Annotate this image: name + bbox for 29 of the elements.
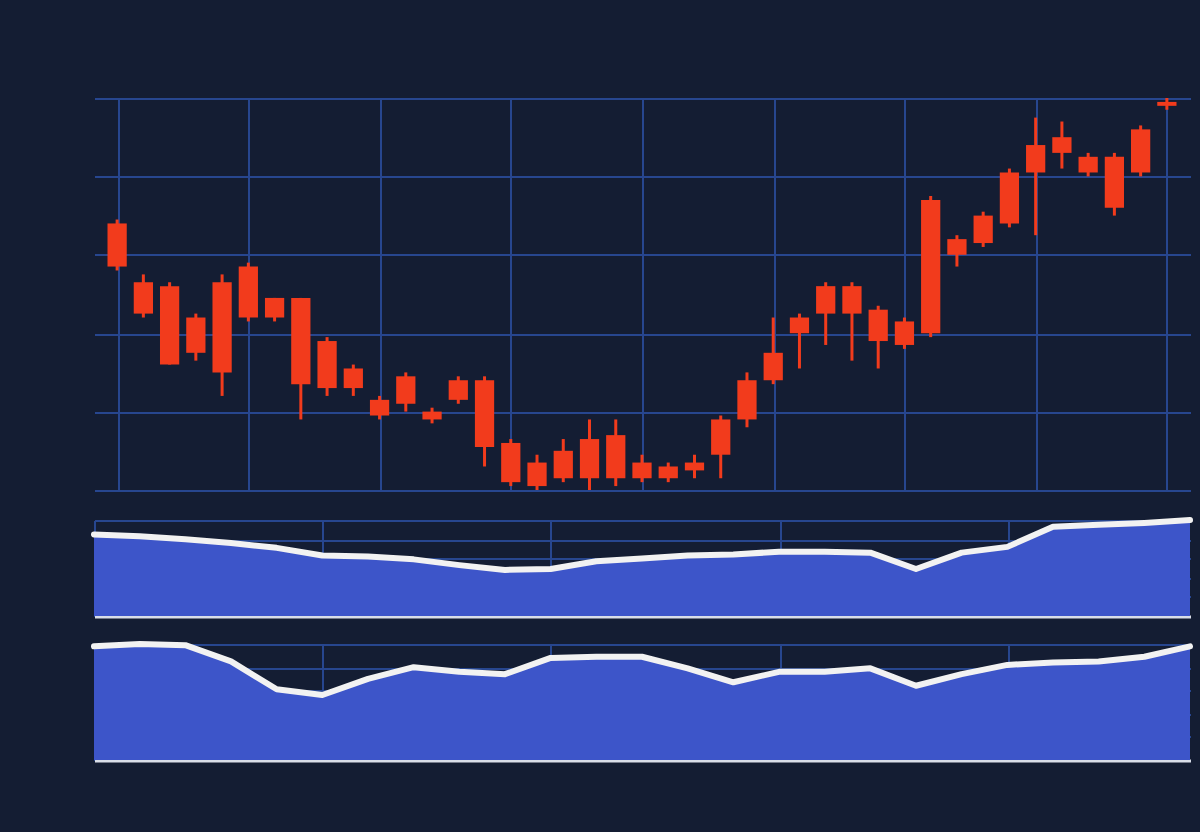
candlestick (606, 417, 626, 488)
candlestick (1131, 123, 1151, 178)
candlestick (501, 437, 521, 488)
candlestick (1078, 151, 1098, 178)
candlestick (133, 272, 153, 320)
candlestick (317, 335, 337, 398)
candlestick (396, 370, 416, 414)
candlestick (527, 453, 547, 492)
candlestick (737, 370, 757, 429)
candlestick (1052, 120, 1072, 171)
candlestick (343, 363, 363, 398)
candlestick (369, 394, 390, 421)
candlestick (816, 280, 836, 347)
candlestick (632, 453, 652, 484)
candlestick (186, 312, 206, 363)
candlestick (553, 437, 573, 484)
candlestick (107, 218, 127, 272)
candlestick (789, 312, 810, 370)
candlestick (579, 417, 600, 492)
candlestick (973, 210, 993, 249)
candlestick (947, 233, 967, 269)
candlestick (658, 461, 678, 484)
candlestick (894, 316, 915, 351)
candlestick (868, 304, 888, 370)
candlestick (763, 316, 783, 386)
candlestick (842, 280, 862, 363)
candlestick (448, 374, 468, 406)
candlestick (1026, 116, 1046, 237)
candlestick (711, 414, 731, 480)
